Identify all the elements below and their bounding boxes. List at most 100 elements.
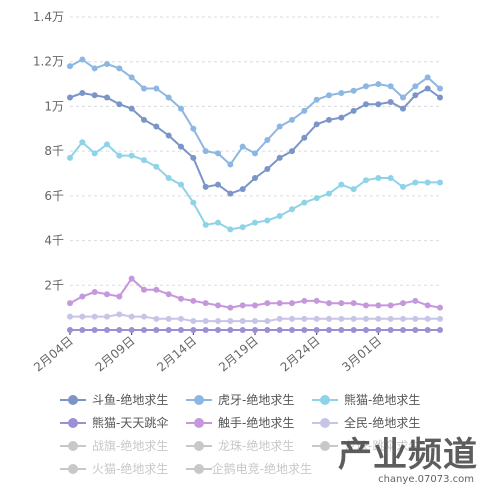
legend-label: 触手-绝地求生: [218, 416, 295, 430]
data-point: [190, 199, 197, 206]
legend-item[interactable]: 熊猫-天天跳伞: [60, 411, 186, 434]
data-point: [289, 148, 295, 155]
data-point: [424, 315, 431, 322]
data-point: [227, 318, 234, 325]
legend-marker-dot: [194, 394, 204, 405]
data-point: [289, 206, 295, 213]
data-point: [387, 302, 394, 309]
legend-item[interactable]: 火猫-绝地求生: [60, 457, 186, 480]
data-point: [363, 177, 369, 184]
data-point: [252, 150, 258, 157]
data-point: [153, 163, 160, 170]
data-point: [116, 101, 123, 108]
data-point: [424, 302, 431, 309]
legend-item[interactable]: 战旗-绝地求生: [60, 434, 186, 457]
data-point: [412, 179, 419, 186]
data-point: [202, 221, 209, 228]
data-point: [264, 217, 271, 224]
legend-label: 龙珠-跳伞求生: [344, 439, 421, 453]
data-point: [437, 304, 443, 311]
data-point: [215, 318, 221, 325]
data-point: [67, 94, 73, 101]
data-point: [190, 125, 197, 132]
data-point: [264, 318, 271, 325]
legend-item[interactable]: 龙珠-跳伞求生: [312, 434, 438, 457]
data-point: [313, 327, 320, 333]
data-point: [215, 219, 221, 226]
data-point: [79, 139, 86, 146]
data-point: [239, 318, 246, 325]
legend-marker-icon: [60, 440, 86, 452]
y-tick-label: 2千: [44, 278, 64, 292]
data-point: [128, 152, 135, 159]
data-point: [326, 92, 332, 99]
legend-row: 战旗-绝地求生 龙珠-绝地求生 龙珠-跳伞求生: [60, 434, 480, 457]
legend-item[interactable]: 斗鱼-绝地求生: [60, 388, 186, 411]
data-point: [276, 315, 283, 322]
data-point: [387, 83, 394, 90]
y-tick-label: 1.2万: [33, 55, 64, 69]
data-point: [375, 302, 382, 309]
legend-item[interactable]: 熊猫-绝地求生: [312, 388, 438, 411]
data-point: [412, 83, 419, 90]
data-point: [424, 327, 431, 333]
data-point: [375, 327, 382, 333]
legend-marker-dot: [194, 463, 204, 474]
data-point: [313, 195, 320, 202]
legend-label: 虎牙-绝地求生: [218, 393, 295, 407]
data-point: [387, 327, 394, 333]
data-point: [67, 300, 73, 307]
data-point: [252, 174, 258, 181]
data-point: [264, 300, 271, 307]
data-point: [153, 123, 160, 130]
legend-item[interactable]: 虎牙-绝地求生: [186, 388, 312, 411]
data-point: [141, 286, 147, 293]
data-point: [301, 107, 308, 114]
data-point: [91, 92, 98, 99]
x-tick-label: 2月24日: [278, 334, 323, 375]
data-point: [400, 327, 406, 333]
data-point: [178, 105, 184, 112]
legend-item[interactable]: 触手-绝地求生: [186, 411, 312, 434]
data-point: [400, 183, 406, 190]
legend-marker-dot: [68, 463, 78, 474]
data-point: [301, 327, 308, 333]
data-point: [91, 327, 98, 333]
legend-item[interactable]: 企鹅电竞-绝地求生: [186, 457, 312, 480]
data-point: [338, 181, 345, 188]
data-point: [387, 315, 394, 322]
data-point: [79, 293, 86, 300]
data-point: [91, 288, 98, 295]
legend-row: 火猫-绝地求生 企鹅电竞-绝地求生: [60, 457, 480, 480]
data-point: [239, 143, 246, 150]
data-point: [190, 327, 197, 333]
data-point: [227, 304, 234, 311]
legend-item[interactable]: 全民-绝地求生: [312, 411, 438, 434]
data-point: [165, 315, 172, 322]
data-point: [313, 297, 320, 304]
data-point: [350, 87, 357, 94]
data-point: [165, 174, 172, 181]
data-point: [104, 141, 110, 148]
legend-item[interactable]: 龙珠-绝地求生: [186, 434, 312, 457]
data-point: [128, 275, 135, 282]
legend-marker-icon: [60, 417, 86, 429]
data-point: [375, 174, 382, 181]
data-point: [437, 327, 443, 333]
legend-marker-dot: [320, 440, 330, 451]
data-point: [190, 297, 197, 304]
legend-row: 斗鱼-绝地求生 虎牙-绝地求生 熊猫-绝地求生: [60, 388, 480, 411]
data-point: [104, 94, 110, 101]
data-point: [202, 183, 209, 190]
data-point: [104, 291, 110, 298]
data-point: [227, 226, 234, 233]
data-point: [165, 132, 172, 139]
data-point: [178, 143, 184, 150]
data-point: [153, 286, 160, 293]
data-point: [363, 83, 369, 90]
data-point: [350, 315, 357, 322]
data-point: [301, 134, 308, 141]
legend-label: 火猫-绝地求生: [92, 462, 169, 476]
data-point: [215, 150, 221, 157]
